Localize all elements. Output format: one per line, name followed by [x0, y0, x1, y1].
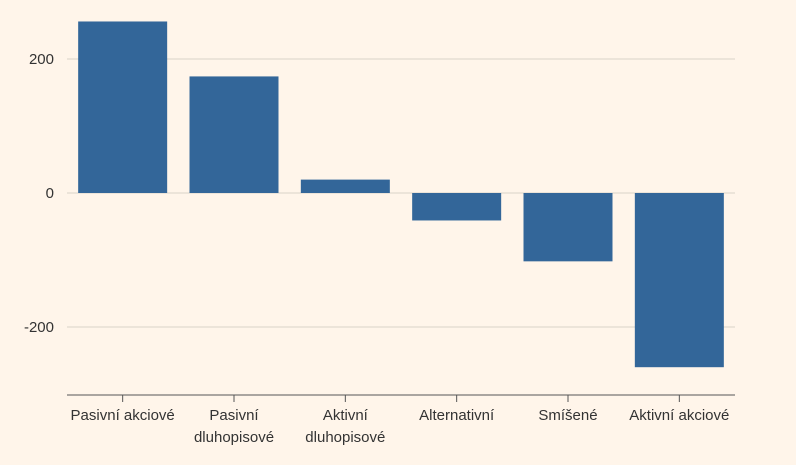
- bar: [523, 193, 613, 262]
- y-tick-label: -200: [24, 319, 54, 336]
- y-tick-label: 200: [29, 51, 54, 68]
- x-tick-labels: Pasivní akciové Pasivní dluhopisové Aktivní…: [71, 407, 730, 446]
- category-label: Pasivní: [209, 407, 259, 424]
- category-label: Alternativní: [419, 407, 495, 424]
- category-label: Smíšené: [538, 407, 597, 424]
- bar: [300, 179, 390, 193]
- y-tick-labels: -200 0 200: [24, 51, 54, 336]
- bar: [189, 76, 279, 193]
- category-label: dluhopisové: [194, 429, 274, 446]
- category-label: Pasivní akciové: [71, 407, 175, 424]
- category-label: Aktivní akciové: [629, 407, 729, 424]
- category-label: dluhopisové: [305, 429, 385, 446]
- gridlines: [67, 58, 735, 328]
- y-tick-label: 0: [46, 185, 54, 202]
- bar: [412, 193, 502, 221]
- bars: [78, 21, 724, 368]
- bar: [78, 21, 168, 194]
- x-axis: [67, 394, 735, 402]
- bar: [634, 193, 724, 368]
- category-label: Aktivní: [323, 407, 369, 424]
